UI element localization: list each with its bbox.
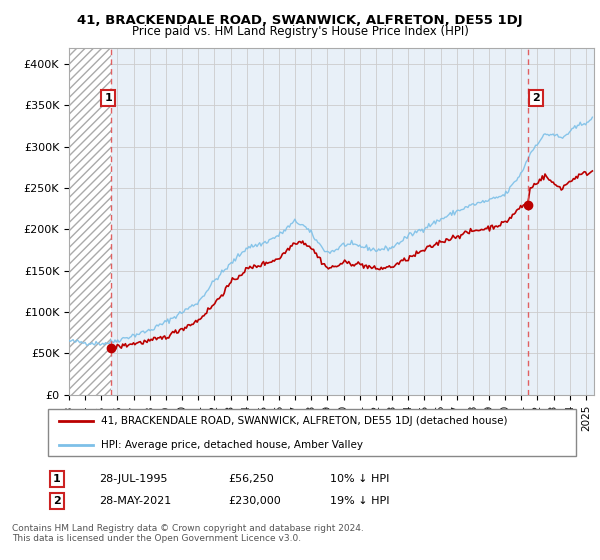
FancyBboxPatch shape [48, 409, 576, 456]
Text: Price paid vs. HM Land Registry's House Price Index (HPI): Price paid vs. HM Land Registry's House … [131, 25, 469, 38]
Text: 19% ↓ HPI: 19% ↓ HPI [330, 496, 389, 506]
Text: HPI: Average price, detached house, Amber Valley: HPI: Average price, detached house, Ambe… [101, 440, 363, 450]
Text: 41, BRACKENDALE ROAD, SWANWICK, ALFRETON, DE55 1DJ: 41, BRACKENDALE ROAD, SWANWICK, ALFRETON… [77, 14, 523, 27]
Text: 1: 1 [53, 474, 61, 484]
Text: £230,000: £230,000 [228, 496, 281, 506]
Text: 28-MAY-2021: 28-MAY-2021 [99, 496, 171, 506]
Bar [69, 48, 110, 395]
Text: 41, BRACKENDALE ROAD, SWANWICK, ALFRETON, DE55 1DJ (detached house): 41, BRACKENDALE ROAD, SWANWICK, ALFRETON… [101, 416, 508, 426]
Text: 28-JUL-1995: 28-JUL-1995 [99, 474, 167, 484]
Text: 2: 2 [53, 496, 61, 506]
Text: £56,250: £56,250 [228, 474, 274, 484]
Text: 2: 2 [532, 93, 540, 103]
Text: 10% ↓ HPI: 10% ↓ HPI [330, 474, 389, 484]
Text: 1: 1 [104, 93, 112, 103]
Text: Contains HM Land Registry data © Crown copyright and database right 2024.
This d: Contains HM Land Registry data © Crown c… [12, 524, 364, 543]
